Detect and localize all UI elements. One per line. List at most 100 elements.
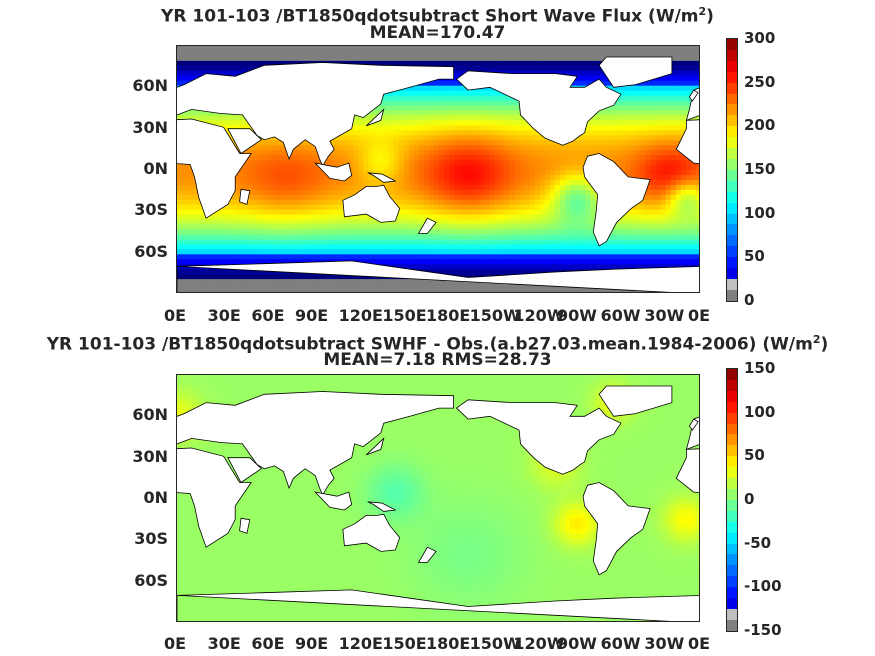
colorbar-segment [727, 554, 737, 566]
colorbar-segment [727, 608, 737, 620]
colorbar-segment [727, 379, 737, 391]
x-tick-label: 30W [644, 306, 685, 325]
colorbar-segment [727, 488, 737, 500]
y-tick-label: 60N [132, 405, 168, 425]
colorbar-segment [727, 158, 737, 170]
x-tick-label: 150W [469, 634, 521, 653]
colorbar-segment [727, 71, 737, 83]
colorbar-tick-label: 100 [744, 203, 776, 222]
colorbar-segment [727, 478, 737, 489]
colorbar-segment [727, 412, 737, 424]
x-tick-label: 0E [164, 634, 187, 653]
colorbar-segment [727, 598, 737, 609]
colorbar-tick-label: -100 [744, 577, 782, 596]
colorbar-segment [727, 49, 737, 61]
x-tick-label: 90E [295, 306, 329, 325]
chart2-colorbar [726, 368, 738, 632]
chart2-map [176, 374, 700, 622]
colorbar-tick-label: 250 [744, 72, 776, 91]
x-tick-label: 0E [688, 634, 711, 653]
x-tick-label: 120W [513, 306, 565, 325]
colorbar-tick-label: 50 [744, 446, 765, 465]
colorbar-tick-label: 100 [744, 402, 776, 421]
y-tick-label: 60N [132, 76, 168, 96]
colorbar-segment [727, 467, 737, 479]
colorbar-segment [727, 246, 737, 258]
colorbar-tick-label: -50 [744, 533, 772, 552]
colorbar-segment [727, 565, 737, 577]
x-tick-label: 150W [469, 306, 521, 325]
colorbar-segment [727, 191, 737, 203]
colorbar-segment [727, 532, 737, 544]
colorbar-segment [727, 82, 737, 94]
colorbar-tick-label: 150 [744, 160, 776, 178]
chart2-title-line1: YR 101-103 /BT1850qdotsubtract SWHF - Ob… [46, 333, 829, 355]
chart1-colorbar [726, 38, 738, 302]
colorbar-segment [727, 202, 737, 214]
colorbar-segment [727, 401, 737, 413]
colorbar-tick-label: 0 [744, 490, 755, 508]
colorbar-tick-label: 200 [744, 116, 776, 135]
x-tick-label: 180E [426, 306, 471, 325]
colorbar-segment [727, 104, 737, 116]
colorbar-segment [727, 619, 737, 631]
colorbar-segment [727, 499, 737, 511]
colorbar-tick-label: 150 [744, 359, 776, 377]
y-tick-label: 30N [132, 117, 168, 137]
x-tick-label: 30E [207, 634, 241, 653]
colorbar-segment [727, 576, 737, 588]
x-tick-label: 0E [688, 306, 711, 325]
x-tick-label: 60E [251, 306, 285, 325]
colorbar-segment [727, 93, 737, 105]
y-tick-label: 30N [132, 446, 168, 466]
y-tick-label: 60S [134, 570, 168, 590]
x-tick-label: 30W [644, 634, 685, 653]
land-mask [177, 385, 699, 621]
colorbar-segment [727, 126, 737, 138]
colorbar-segment [727, 39, 737, 50]
colorbar-tick-label: 50 [744, 247, 765, 266]
x-tick-label: 120W [513, 634, 565, 653]
colorbar-segment [727, 213, 737, 225]
x-tick-label: 90W [557, 306, 597, 325]
colorbar-segment [727, 587, 737, 599]
colorbar-segment [727, 180, 737, 192]
chart1-map [176, 45, 700, 293]
x-tick-label: 150E [382, 634, 427, 653]
y-tick-label: 0N [143, 159, 168, 178]
y-tick-label: 0N [143, 488, 168, 507]
colorbar-segment [727, 510, 737, 522]
x-tick-label: 150E [382, 306, 427, 325]
x-tick-label: 180E [426, 634, 471, 653]
colorbar-segment [727, 169, 737, 181]
colorbar-segment [727, 390, 737, 402]
colorbar-segment [727, 257, 737, 269]
colorbar-segment [727, 445, 737, 457]
colorbar-segment [727, 369, 737, 380]
y-tick-label: 60S [134, 241, 168, 261]
colorbar-segment [727, 148, 737, 159]
colorbar-segment [727, 521, 737, 533]
x-tick-label: 60E [251, 634, 285, 653]
chart1-title-line1: YR 101-103 /BT1850qdotsubtract Short Wav… [161, 5, 714, 27]
colorbar-segment [727, 137, 737, 149]
colorbar-tick-label: -150 [744, 621, 782, 639]
colorbar-segment [727, 235, 737, 247]
x-tick-label: 60W [600, 634, 641, 653]
colorbar-segment [727, 423, 737, 435]
chart2-title-line2: MEAN=7.18 RMS=28.73 [323, 350, 552, 370]
x-tick-label: 90E [295, 634, 329, 653]
colorbar-segment [727, 60, 737, 72]
colorbar-tick-label: 0 [744, 291, 755, 309]
colorbar-segment [727, 278, 737, 290]
chart1-title-line2: MEAN=170.47 [369, 23, 506, 43]
colorbar-segment [727, 268, 737, 279]
x-tick-label: 0E [164, 306, 187, 325]
y-tick-label: 30S [134, 529, 168, 549]
colorbar-tick-label: 300 [744, 29, 776, 47]
x-tick-label: 120E [338, 634, 383, 653]
x-tick-label: 90W [557, 634, 597, 653]
y-tick-label: 30S [134, 200, 168, 220]
colorbar-segment [727, 224, 737, 236]
colorbar-segment [727, 289, 737, 301]
